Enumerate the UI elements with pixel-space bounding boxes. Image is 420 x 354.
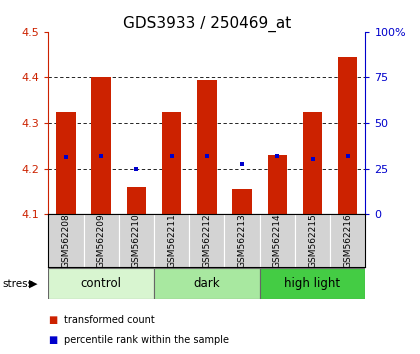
Bar <box>127 187 146 214</box>
Text: transformed count: transformed count <box>64 315 155 325</box>
Bar <box>295 214 330 267</box>
Bar <box>260 214 295 267</box>
Text: GSM562212: GSM562212 <box>202 213 211 268</box>
Text: high light: high light <box>284 277 341 290</box>
Bar <box>48 214 84 267</box>
Bar <box>330 214 365 267</box>
Text: stress: stress <box>2 279 33 289</box>
Text: GSM562208: GSM562208 <box>61 213 71 268</box>
Bar <box>154 268 260 299</box>
Bar <box>197 80 217 214</box>
Text: ■: ■ <box>48 335 58 345</box>
Text: GSM562216: GSM562216 <box>343 213 352 268</box>
Bar <box>84 214 119 267</box>
Bar <box>260 268 365 299</box>
Text: GSM562215: GSM562215 <box>308 213 317 268</box>
Bar <box>224 214 260 267</box>
Bar <box>48 268 154 299</box>
Bar <box>92 78 111 214</box>
Bar <box>303 112 322 214</box>
Text: control: control <box>81 277 122 290</box>
Bar <box>119 214 154 267</box>
Bar <box>162 112 181 214</box>
Text: ▶: ▶ <box>29 279 37 289</box>
Bar <box>189 214 224 267</box>
Text: GSM562211: GSM562211 <box>167 213 176 268</box>
Text: ■: ■ <box>48 315 58 325</box>
Bar <box>338 57 357 214</box>
Text: GSM562209: GSM562209 <box>97 213 106 268</box>
Text: percentile rank within the sample: percentile rank within the sample <box>64 335 229 345</box>
Text: GSM562210: GSM562210 <box>132 213 141 268</box>
Text: GSM562214: GSM562214 <box>273 213 282 268</box>
Text: dark: dark <box>194 277 220 290</box>
Bar <box>232 189 252 214</box>
Title: GDS3933 / 250469_at: GDS3933 / 250469_at <box>123 16 291 32</box>
Text: GSM562213: GSM562213 <box>238 213 247 268</box>
Bar <box>268 155 287 214</box>
Bar <box>56 112 76 214</box>
Bar <box>154 214 189 267</box>
